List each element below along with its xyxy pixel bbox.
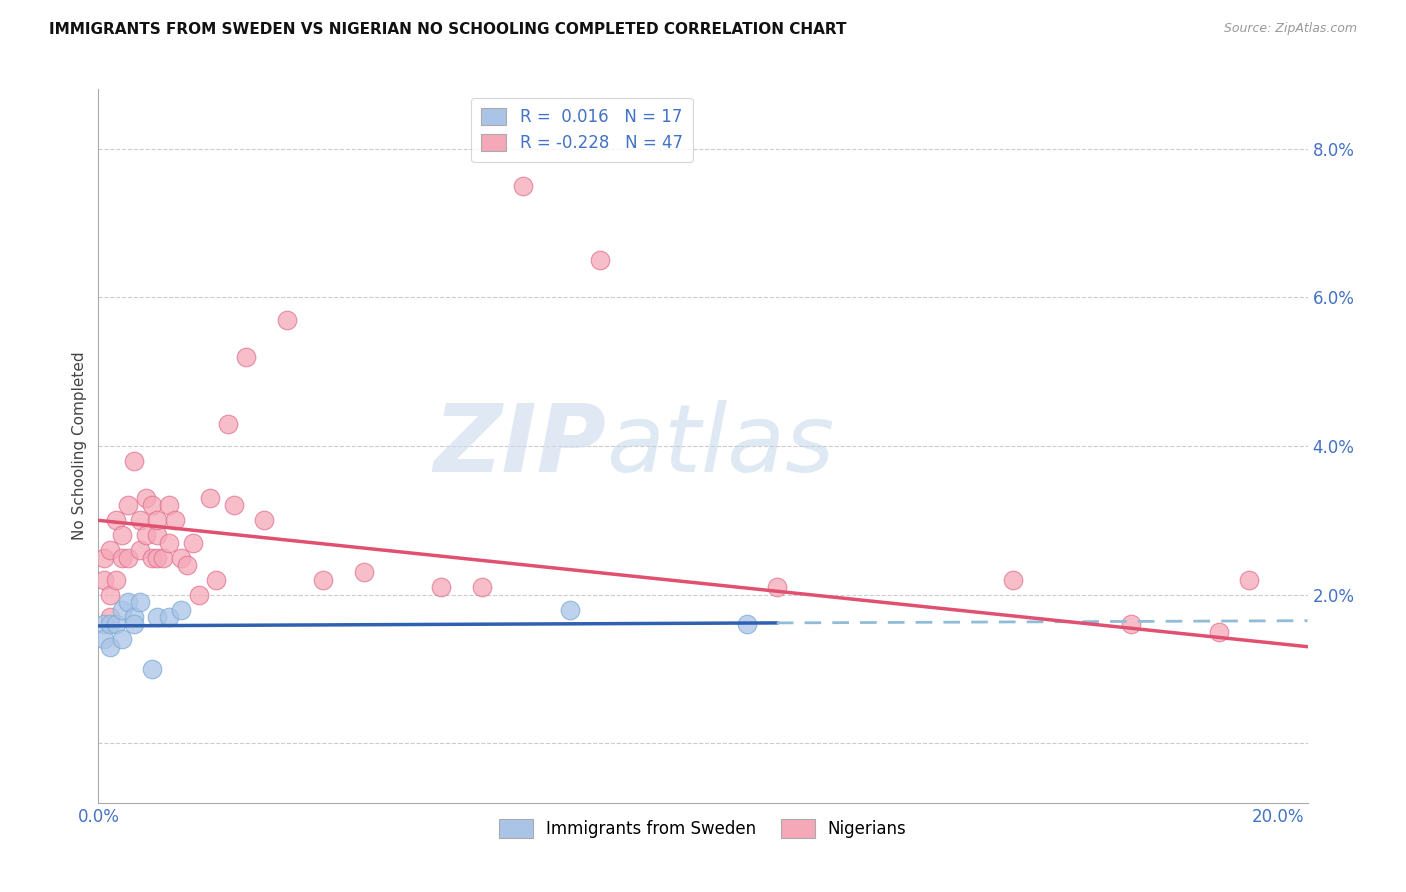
Point [105,513,128,527]
Point [157,610,180,624]
Point [589,253,612,268]
Point [205,573,228,587]
Point [111,602,134,616]
Point [146,528,169,542]
Point [105,573,128,587]
Point [98,640,121,654]
Point [98,617,121,632]
Point [111,550,134,565]
Point [157,499,180,513]
Point [512,178,534,193]
Text: IMMIGRANTS FROM SWEDEN VS NIGERIAN NO SCHOOLING COMPLETED CORRELATION CHART: IMMIGRANTS FROM SWEDEN VS NIGERIAN NO SC… [49,22,846,37]
Point [170,550,193,565]
Point [765,580,787,594]
Point [141,550,163,565]
Point [98,588,121,602]
Point [98,543,121,558]
Point [146,513,169,527]
Point [429,580,451,594]
Legend: Immigrants from Sweden, Nigerians: Immigrants from Sweden, Nigerians [492,812,914,845]
Point [98,610,121,624]
Point [122,610,145,624]
Point [560,602,582,616]
Point [1237,573,1260,587]
Point [471,580,494,594]
Point [1119,617,1142,632]
Point [93,550,115,565]
Point [1001,573,1024,587]
Point [181,535,204,549]
Point [128,595,150,609]
Point [735,617,758,632]
Point [217,417,239,431]
Point [117,550,139,565]
Point [146,610,169,624]
Point [93,617,115,632]
Point [235,350,257,364]
Point [200,491,222,505]
Text: atlas: atlas [606,401,835,491]
Point [222,499,245,513]
Point [165,513,187,527]
Point [111,632,134,647]
Point [93,632,115,647]
Y-axis label: No Schooling Completed: No Schooling Completed [72,351,87,541]
Point [146,550,169,565]
Text: ZIP: ZIP [433,400,606,492]
Point [141,499,163,513]
Point [353,566,375,580]
Point [187,588,209,602]
Point [117,499,139,513]
Point [128,513,150,527]
Point [135,528,157,542]
Point [93,573,115,587]
Point [111,528,134,542]
Point [1208,624,1230,639]
Point [276,312,298,326]
Point [135,491,157,505]
Point [152,550,174,565]
Point [176,558,198,572]
Point [170,602,193,616]
Point [122,617,145,632]
Point [252,513,274,527]
Point [128,543,150,558]
Point [157,535,180,549]
Point [117,595,139,609]
Point [122,454,145,468]
Text: Source: ZipAtlas.com: Source: ZipAtlas.com [1223,22,1357,36]
Point [105,617,128,632]
Point [311,573,333,587]
Point [141,662,163,676]
